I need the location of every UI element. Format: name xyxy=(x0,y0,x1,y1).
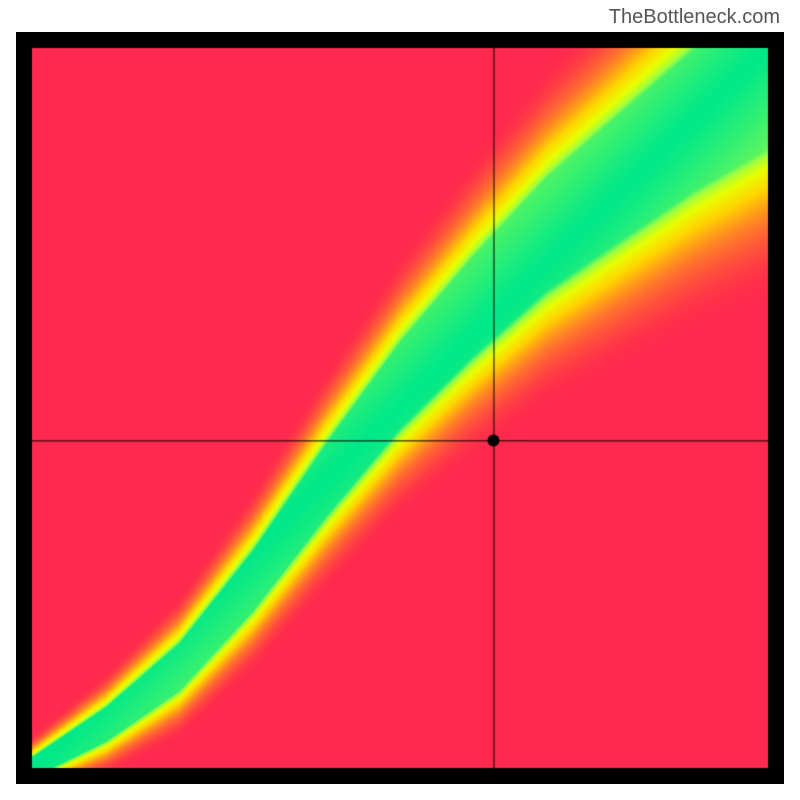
bottleneck-heatmap xyxy=(16,32,784,784)
root: TheBottleneck.com xyxy=(0,0,800,800)
heatmap-canvas xyxy=(16,32,784,784)
watermark-text: TheBottleneck.com xyxy=(609,6,780,29)
